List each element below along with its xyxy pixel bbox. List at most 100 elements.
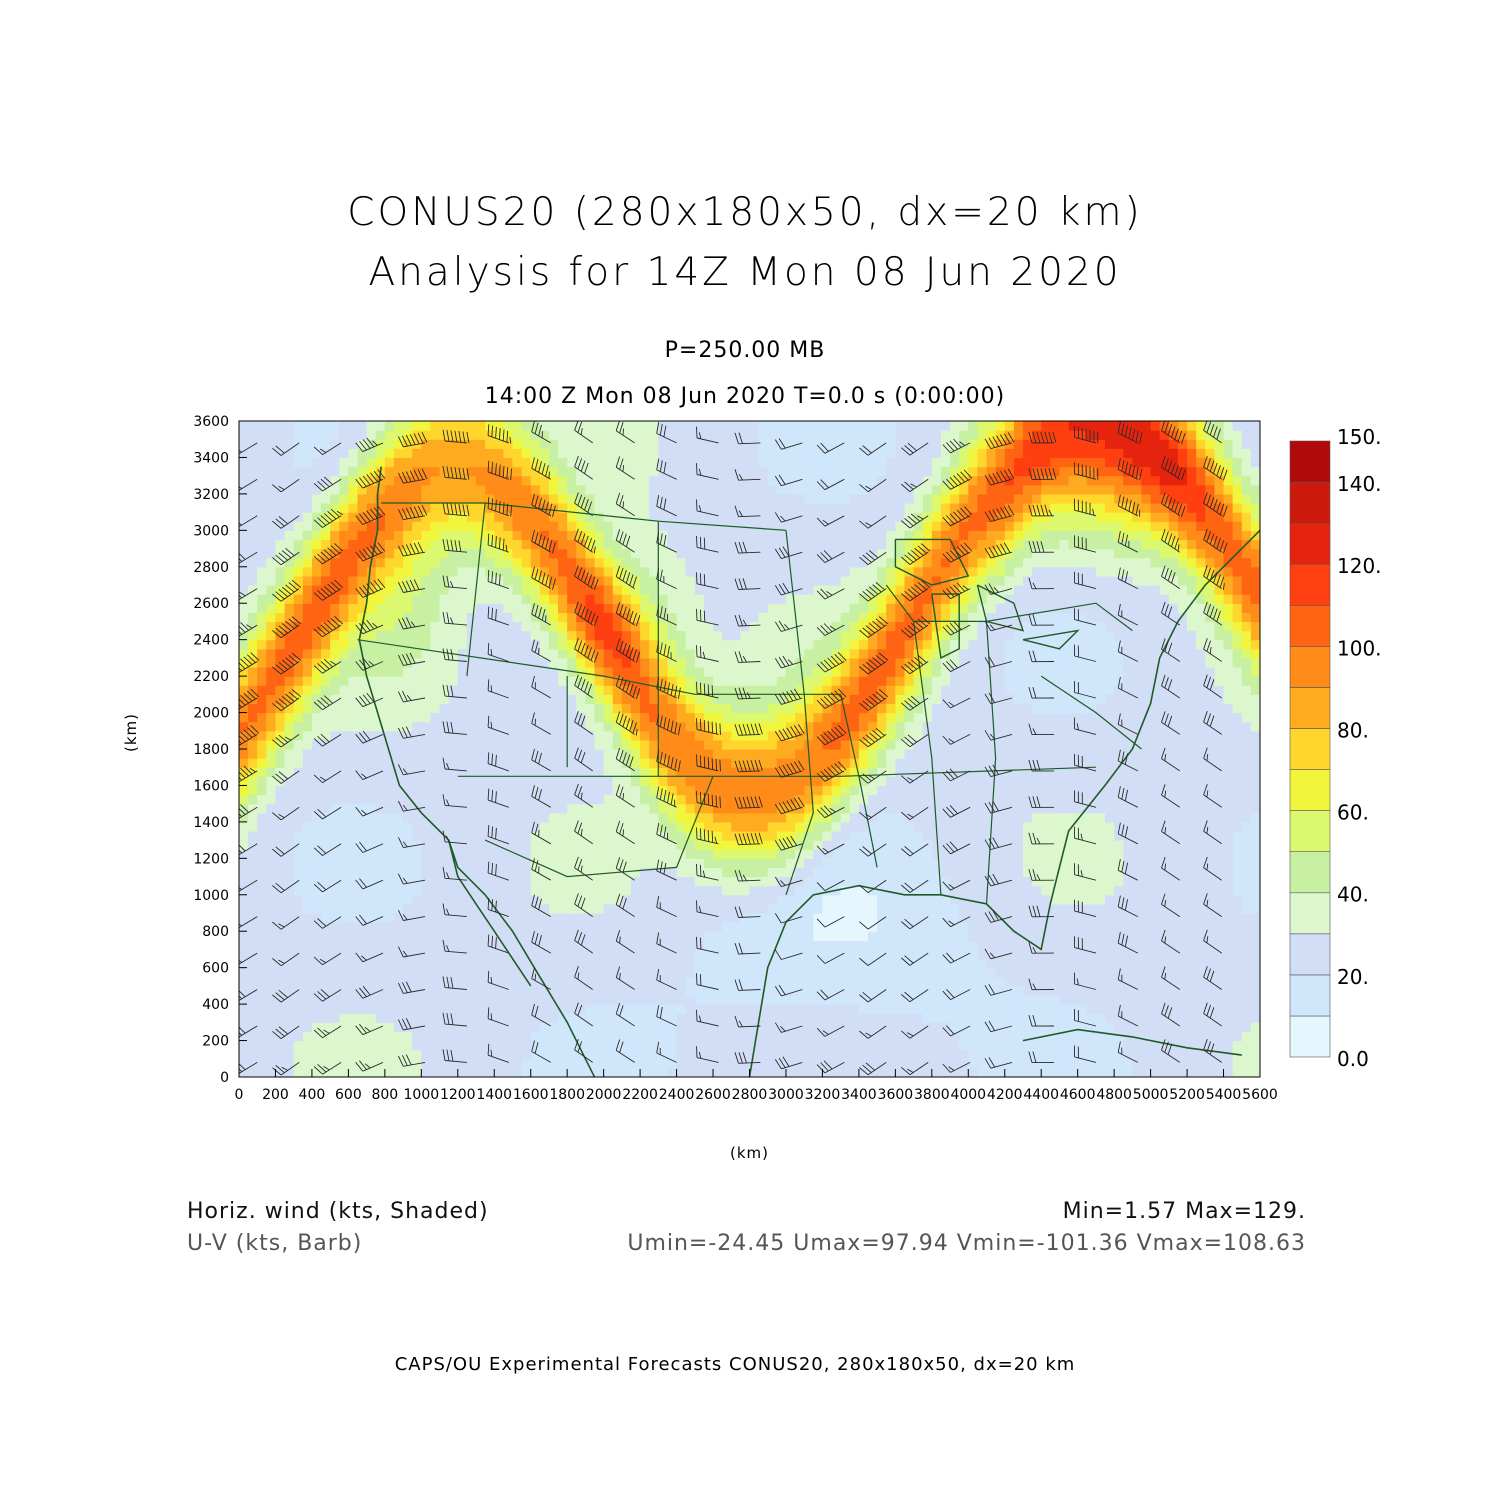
shade-cell [311,575,322,586]
shade-cell [758,621,769,632]
shade-cell [302,821,313,832]
shade-cell [585,648,596,659]
shade-cell [630,812,641,823]
shade-cell [457,1031,468,1042]
shade-cell [849,794,860,805]
shade-cell [302,976,313,987]
shade-cell [248,475,258,486]
shade-cell [585,703,596,714]
shade-cell [530,630,541,641]
shade-cell [776,557,787,568]
shade-cell [640,831,650,841]
shade-cell [567,976,577,987]
shade-cell [284,512,295,522]
shade-cell [667,703,678,714]
shade-cell [703,1013,714,1023]
shade-cell [439,976,450,987]
shade-cell [384,1013,395,1023]
shade-cell [630,785,641,796]
shade-cell [393,803,404,814]
shade-cell [868,849,878,859]
shade-cell [293,530,304,541]
shade-cell [658,949,669,960]
shade-cell [539,484,550,495]
shade-cell [785,1049,796,1060]
shade-cell [330,903,340,914]
shade-cell [603,894,614,905]
shade-cell [740,949,751,960]
shade-cell [658,767,669,777]
shade-cell [384,867,395,878]
shade-cell [676,1049,687,1060]
shade-cell [284,712,295,723]
shade-cell [412,1040,422,1051]
shade-cell [311,557,322,568]
shade-cell [694,885,705,896]
shade-cell [494,776,504,787]
shade-cell [466,767,477,777]
shade-cell [767,767,778,777]
shade-cell [494,867,504,878]
shade-cell [676,512,687,522]
shade-cell [448,876,459,887]
shade-cell [713,439,723,449]
shade-cell [448,749,459,759]
shade-cell [330,749,340,759]
shade-cell [476,812,486,823]
shade-cell [767,794,778,805]
shade-cell [567,803,577,814]
shade-cell [302,521,313,531]
shade-cell [503,430,514,440]
shade-cell [403,530,413,541]
shade-cell [375,794,386,805]
shade-cell [694,712,705,723]
shade-cell [785,785,796,796]
shade-cell [239,767,249,777]
shade-cell [640,958,650,969]
shade-cell [685,639,696,650]
shade-cell [658,840,669,850]
shade-cell [649,831,659,841]
shade-cell [603,1049,614,1060]
shade-cell [366,466,377,477]
shade-cell [813,995,824,1005]
shade-cell [330,785,340,796]
shade-cell [795,639,805,650]
shade-cell [667,840,678,850]
shade-cell [831,648,842,659]
shade-cell [275,803,286,814]
shade-cell [293,685,304,695]
shade-cell [466,821,477,832]
shade-cell [348,1022,359,1033]
shade-cell [795,776,805,787]
shade-cell [457,694,468,705]
shade-cell [767,694,778,705]
shade-cell [239,976,249,987]
shade-cell [311,931,322,941]
shade-cell [457,840,468,850]
shade-cell [457,685,468,695]
shade-cell [658,521,669,531]
shade-cell [393,976,404,987]
shade-cell [858,1040,869,1051]
shade-cell [476,1013,486,1023]
shade-cell [585,712,596,723]
shade-cell [776,667,787,677]
shade-cell [858,903,869,914]
shade-cell [548,922,559,932]
shade-cell [576,439,587,449]
shade-cell [813,557,824,568]
shade-cell [366,648,377,659]
shade-cell [339,885,349,896]
shade-cell [749,739,760,750]
shade-cell [403,812,413,823]
shade-cell [840,995,851,1005]
shade-cell [521,739,532,750]
shade-cell [266,493,277,504]
shade-cell [494,995,504,1005]
shade-cell [539,439,550,449]
shade-cell [521,648,532,659]
shade-cell [448,457,459,468]
shade-cell [539,995,550,1005]
shade-cell [321,940,331,951]
